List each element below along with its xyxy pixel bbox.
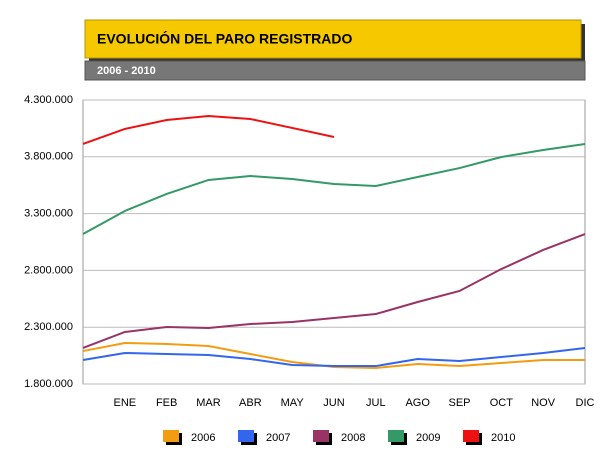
y-tick-label: 3.300.000 — [24, 208, 73, 220]
series-line — [82, 142, 586, 235]
legend-swatch — [238, 430, 254, 442]
y-tick-label: 2.300.000 — [24, 321, 73, 333]
series-line — [82, 233, 586, 349]
title-banner — [84, 19, 582, 59]
y-tick-label: 3.800.000 — [24, 151, 73, 163]
y-tick-label: 1.800.000 — [24, 378, 73, 390]
x-tick-label: OCT — [490, 397, 514, 409]
legend-swatch — [463, 430, 479, 442]
y-tick-label: 4.300.000 — [24, 94, 73, 106]
y-tick-label: 2.800.000 — [24, 264, 73, 276]
x-tick-label: JUN — [323, 397, 344, 409]
legend-label: 2009 — [416, 432, 440, 444]
legend-label: 2007 — [266, 432, 290, 444]
plot-frame — [82, 99, 586, 385]
x-tick-label: MAY — [281, 397, 305, 409]
legend-label: 2006 — [191, 432, 215, 444]
chart-title: EVOLUCIÓN DEL PARO REGISTRADO — [97, 30, 353, 47]
series-line — [82, 115, 335, 145]
legend-swatch — [313, 430, 329, 442]
x-tick-label: MAR — [196, 397, 221, 409]
x-tick-label: JUL — [366, 397, 386, 409]
x-tick-label: ENE — [114, 397, 137, 409]
x-tick-label: SEP — [448, 397, 470, 409]
legend-swatch — [388, 430, 404, 442]
x-tick-label: FEB — [156, 397, 177, 409]
chart-subtitle: 2006 - 2010 — [97, 65, 156, 77]
subtitle-banner — [84, 60, 586, 81]
x-tick-label: ABR — [239, 397, 262, 409]
x-tick-label: AGO — [405, 397, 430, 409]
x-tick-label: NOV — [531, 397, 556, 409]
x-tick-label: DIC — [576, 397, 595, 409]
legend-label: 2010 — [491, 432, 515, 444]
legend-label: 2008 — [341, 432, 365, 444]
series-line — [82, 346, 586, 368]
legend-swatch — [163, 430, 179, 442]
